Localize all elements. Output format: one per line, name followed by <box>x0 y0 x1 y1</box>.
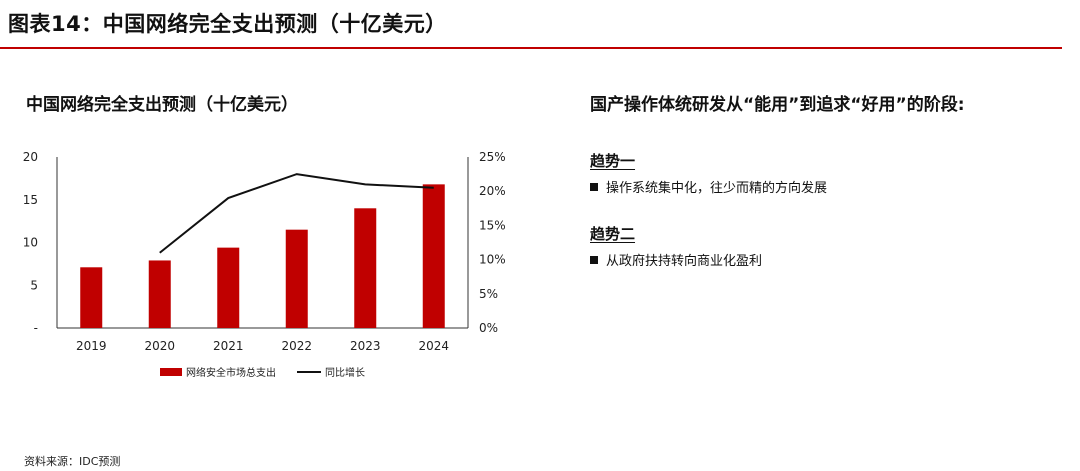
trend-2-heading: 趋势二 <box>590 225 636 243</box>
trend-1-item: 操作系统集中化，往少而精的方向发展 <box>590 177 827 196</box>
x-tick-label-2024: 2024 <box>418 339 449 353</box>
bar-2021 <box>217 247 240 328</box>
x-tick-label-2019: 2019 <box>76 339 107 353</box>
left-tick-label: 15 <box>23 193 38 207</box>
title-divider <box>0 47 1062 49</box>
trend-2-item: 从政府扶持转向商业化盈利 <box>590 250 762 269</box>
left-tick-label: 20 <box>23 150 38 164</box>
right-tick-label: 0% <box>479 321 498 335</box>
legend-bar-swatch <box>160 368 182 376</box>
right-tick-label: 10% <box>479 253 506 267</box>
bar-2022 <box>285 229 308 328</box>
bar-2019 <box>80 267 103 328</box>
combo-chart: - 5 10 15 20 0% 5% 10% 15% 20% 25% 2019 2020 2021 2022… <box>23 150 506 379</box>
source-note: 资料来源：IDC预测 <box>24 455 121 468</box>
square-bullet-icon <box>590 183 598 191</box>
right-tick-label: 25% <box>479 150 506 164</box>
right-tick-label: 20% <box>479 184 506 198</box>
x-tick-label-2021: 2021 <box>213 339 244 353</box>
x-tick-label-2023: 2023 <box>350 339 381 353</box>
x-tick-label-2022: 2022 <box>281 339 312 353</box>
left-tick-label: 10 <box>23 236 38 250</box>
x-tick-label-2020: 2020 <box>144 339 175 353</box>
right-tick-label: 15% <box>479 218 506 232</box>
bar-2020 <box>148 260 171 328</box>
left-tick-label: - <box>34 321 38 335</box>
left-tick-label: 5 <box>30 278 38 292</box>
trend-1-text: 操作系统集中化，往少而精的方向发展 <box>606 181 828 196</box>
side-panel-title: 国产操作体统研发从“能用”到追求“好用”的阶段: <box>590 95 965 115</box>
trend-2-text: 从政府扶持转向商业化盈利 <box>606 254 763 269</box>
right-tick-label: 5% <box>479 287 498 301</box>
bar-2023 <box>354 208 377 328</box>
yoy-growth-line <box>159 173 434 254</box>
legend-bar-label: 网络安全市场总支出 <box>186 366 276 379</box>
legend-line-label: 同比增长 <box>325 366 365 379</box>
square-bullet-icon <box>590 256 598 264</box>
trend-1-heading: 趋势一 <box>590 152 636 170</box>
bar-2024 <box>422 184 445 328</box>
chart-title: 中国网络完全支出预测（十亿美元） <box>26 95 298 115</box>
figure-title: 图表14：中国网络完全支出预测（十亿美元） <box>8 12 447 36</box>
